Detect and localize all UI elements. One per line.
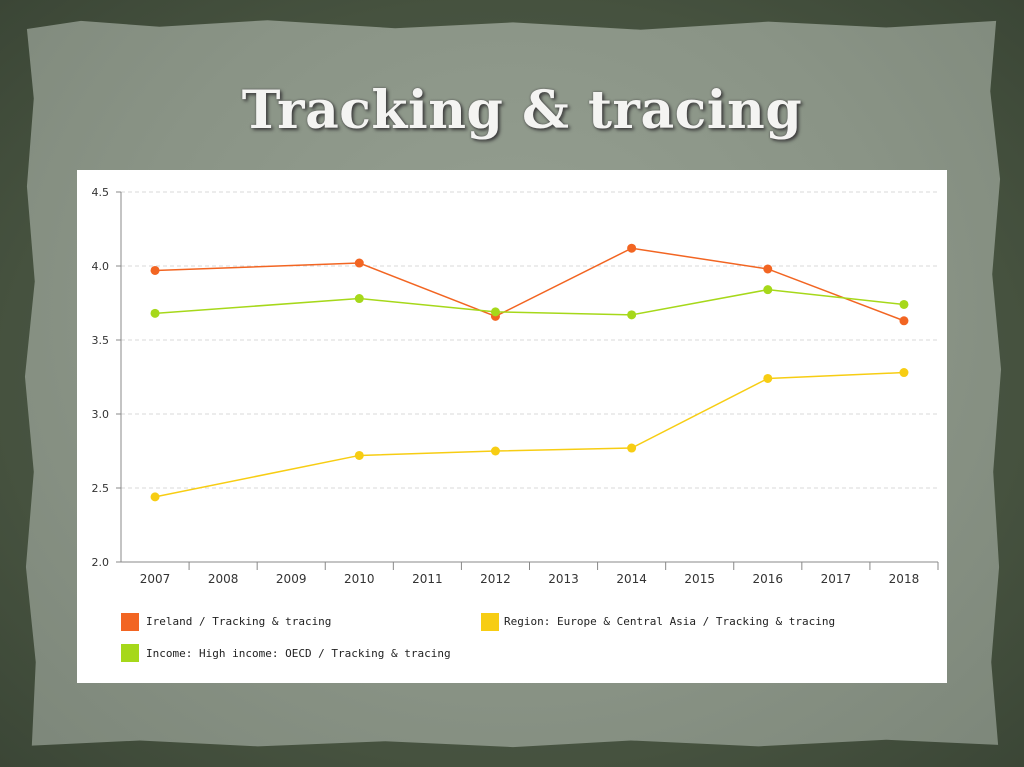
x-tick-label: 2014 <box>616 572 647 586</box>
line-chart: 4.5 4.0 3.5 3.0 2.5 2.0 2007 2008 2009 2010 2011 20… <box>92 186 939 586</box>
data-point-region <box>627 443 637 453</box>
data-point-income <box>490 307 500 317</box>
x-tick-label: 2016 <box>753 572 784 586</box>
data-point-region <box>763 373 773 383</box>
data-point-region <box>490 446 500 456</box>
data-point-region <box>899 368 909 378</box>
y-tick-label: 4.5 <box>92 186 110 199</box>
data-point-ireland <box>627 243 637 253</box>
series-line-income <box>154 288 905 316</box>
x-tick-label: 2018 <box>889 572 920 586</box>
legend-label-region: Region: Europe & Central Asia / Tracking… <box>504 615 836 628</box>
slide-title: Tracking & tracing <box>241 80 803 141</box>
legend-label-income: Income: High income: OECD / Tracking & t… <box>146 647 451 660</box>
data-point-income <box>899 299 909 309</box>
chart-panel: 4.5 4.0 3.5 3.0 2.5 2.0 2007 2008 2009 2010 2011 20… <box>77 170 947 683</box>
data-point-income <box>354 294 364 304</box>
y-tick-label: 3.0 <box>92 408 110 421</box>
data-point-ireland <box>763 264 773 274</box>
x-tick-label: 2009 <box>276 572 307 586</box>
legend-swatch-region <box>481 613 499 631</box>
legend-label-ireland: Ireland / Tracking & tracing <box>146 615 332 628</box>
data-point-ireland <box>150 265 160 275</box>
data-point-region <box>150 492 160 502</box>
x-tick-label: 2015 <box>684 572 715 586</box>
series-line-ireland <box>155 247 905 322</box>
x-tick-label: 2010 <box>344 572 375 586</box>
x-tick-label: 2007 <box>140 572 171 586</box>
legend-swatch-ireland <box>121 613 139 631</box>
data-point-ireland <box>899 316 909 326</box>
data-point-ireland <box>354 258 364 268</box>
series-line-region <box>154 371 904 498</box>
data-point-region <box>354 450 364 460</box>
x-tick-label: 2008 <box>208 572 239 586</box>
data-point-income <box>763 285 773 295</box>
y-tick-label: 3.5 <box>92 334 110 347</box>
x-tick-label: 2012 <box>480 572 511 586</box>
x-tick-label: 2013 <box>548 572 579 586</box>
y-tick-label: 4.0 <box>92 260 110 273</box>
y-tick-label: 2.0 <box>92 556 110 569</box>
x-tick-label: 2017 <box>821 572 852 586</box>
legend-swatch-income <box>121 644 139 662</box>
x-tick-label: 2011 <box>412 572 443 586</box>
data-point-income <box>627 310 637 320</box>
y-tick-label: 2.5 <box>92 482 110 495</box>
data-point-income <box>150 308 160 318</box>
